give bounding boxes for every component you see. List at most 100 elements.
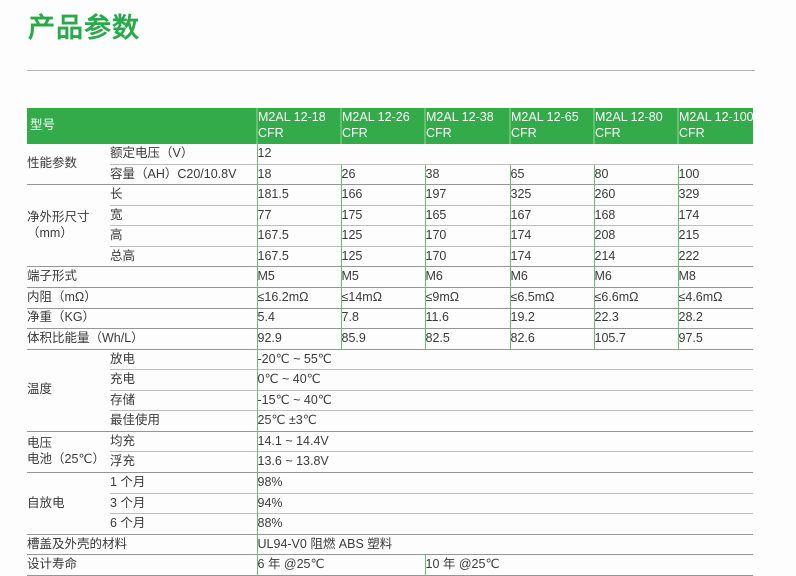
row-height: 高 167.5 125 170 174 208 215: [27, 225, 754, 247]
row-rated-voltage: 性能参数 额定电压（V） 12: [27, 144, 754, 170]
row-capacity: 容量（AH）C20/10.8V 18 26 38 65 80 100: [27, 163, 754, 185]
value-cell: 100: [677, 163, 754, 185]
design-life-6y-value: 6 年 @25℃: [256, 554, 426, 576]
design-life-label: 设计寿命: [27, 554, 258, 576]
terminal-type-label: 端子形式: [27, 266, 258, 288]
model-header-row: 型号 M2AL 12-18 CFR M2AL 12-26 CFR M2AL 12-3…: [27, 108, 754, 144]
value-cell: ≤6.6mΩ: [593, 286, 679, 308]
group-label-self-discharge: 自放电: [27, 472, 110, 535]
group-label-temperature: 温度: [27, 348, 110, 432]
model-column-m2al-12-38: M2AL 12-38 CFR: [424, 108, 511, 144]
model-name: M2AL 12-18: [258, 110, 326, 125]
value-cell: 197: [424, 184, 511, 206]
temp-charge-value: 0℃ ~ 40℃: [256, 369, 754, 391]
value-cell: 174: [509, 225, 595, 247]
model-series: CFR: [511, 126, 537, 140]
temp-discharge-label: 放电: [110, 348, 258, 370]
model-name: M2AL 12-80: [595, 110, 663, 125]
model-name: M2AL 12-26: [342, 110, 410, 125]
battery-voltage-label: 电压: [27, 436, 53, 451]
value-cell: 28.2: [677, 307, 754, 329]
value-cell: 167.5: [256, 245, 342, 267]
row-internal-resistance: 内阻（mΩ） ≤16.2mΩ ≤14mΩ ≤9mΩ ≤6.5mΩ ≤6.6mΩ …: [27, 286, 754, 308]
internal-resistance-label: 内阻（mΩ）: [27, 286, 258, 308]
value-cell: 18: [256, 163, 342, 185]
row-self-discharge-3m: 3 个月 94%: [27, 492, 754, 514]
row-voltage-equalize: 电压 电池（25℃） 均充 14.1 ~ 14.4V: [27, 430, 754, 473]
value-cell: 125: [340, 225, 426, 247]
value-cell: 208: [593, 225, 679, 247]
value-cell: 165: [424, 204, 511, 226]
self-discharge-3m-value: 94%: [256, 492, 754, 514]
row-self-discharge-6m: 6 个月 88%: [27, 513, 754, 535]
battery-voltage-condition: 电池（25℃）: [27, 451, 105, 466]
row-voltage-float: 浮充 13.6 ~ 13.8V: [27, 451, 754, 473]
model-column-m2al-12-26: M2AL 12-26 CFR: [340, 108, 426, 144]
value-cell: 105.7: [593, 328, 679, 350]
value-cell: 92.9: [256, 328, 342, 350]
case-material-value: UL94-V0 阻燃 ABS 塑料: [256, 533, 754, 555]
value-cell: 11.6: [424, 307, 511, 329]
self-discharge-1m-label: 1 个月: [110, 472, 258, 494]
row-terminal-type: 端子形式 M5 M5 M6 M6 M6 M8: [27, 266, 754, 288]
model-name: M2AL 12-100: [679, 110, 754, 125]
capacity-label: 容量（AH）C20/10.8V: [110, 163, 258, 185]
design-life-10y-value: 10 年 @25℃: [424, 554, 754, 576]
temp-optimal-value: 25℃ ±3℃: [256, 410, 754, 432]
row-temp-storage: 存储 -15℃ ~ 40℃: [27, 389, 754, 411]
value-cell: ≤9mΩ: [424, 286, 511, 308]
value-cell: 125: [340, 245, 426, 267]
value-cell: M6: [424, 266, 511, 288]
value-cell: 170: [424, 245, 511, 267]
product-parameters-table: 型号 M2AL 12-18 CFR M2AL 12-26 CFR M2AL 12-3…: [27, 108, 754, 576]
temp-storage-value: -15℃ ~ 40℃: [256, 389, 754, 411]
value-cell: 174: [509, 245, 595, 267]
width-label: 宽: [110, 204, 258, 226]
value-cell: ≤4.6mΩ: [677, 286, 754, 308]
value-cell: 7.8: [340, 307, 426, 329]
temp-charge-label: 充电: [110, 369, 258, 391]
equalize-charge-value: 14.1 ~ 14.4V: [256, 430, 754, 452]
group-label-performance: 性能参数: [27, 156, 78, 171]
total-height-label: 总高: [110, 245, 258, 267]
page-title: 产品参数: [28, 13, 140, 43]
length-label: 长: [110, 184, 258, 206]
value-cell: 329: [677, 184, 754, 206]
self-discharge-6m-value: 88%: [256, 513, 754, 535]
self-discharge-6m-label: 6 个月: [110, 513, 258, 535]
equalize-charge-label: 均充: [110, 430, 258, 452]
value-cell: 167.5: [256, 225, 342, 247]
rated-voltage-value: 12: [256, 144, 754, 165]
value-cell: 97.5: [677, 328, 754, 350]
model-series: CFR: [595, 126, 621, 140]
value-cell: ≤16.2mΩ: [256, 286, 342, 308]
value-cell: M6: [509, 266, 595, 288]
model-column-m2al-12-18: M2AL 12-18 CFR: [256, 108, 342, 144]
value-cell: 77: [256, 204, 342, 226]
dimensions-unit: （mm）: [27, 225, 73, 240]
temp-discharge-value: -20℃ ~ 55℃: [256, 348, 754, 370]
model-series: CFR: [679, 126, 705, 140]
value-cell: M6: [593, 266, 679, 288]
row-temp-optimal: 最佳使用 25℃ ±3℃: [27, 410, 754, 432]
value-cell: ≤6.5mΩ: [509, 286, 595, 308]
value-cell: 325: [509, 184, 595, 206]
row-net-weight: 净重（KG） 5.4 7.8 11.6 19.2 22.3 28.2: [27, 307, 754, 329]
value-cell: 22.3: [593, 307, 679, 329]
model-header-label: 型号: [27, 108, 258, 144]
value-cell: 167: [509, 204, 595, 226]
float-charge-label: 浮充: [110, 451, 258, 473]
value-cell: 19.2: [509, 307, 595, 329]
row-case-material: 槽盖及外壳的材料 UL94-V0 阻燃 ABS 塑料: [27, 533, 754, 555]
model-name: M2AL 12-65: [511, 110, 579, 125]
value-cell: 26: [340, 163, 426, 185]
value-cell: M5: [340, 266, 426, 288]
model-column-m2al-12-100: M2AL 12-100 CFR: [677, 108, 754, 144]
model-series: CFR: [342, 126, 368, 140]
value-cell: 168: [593, 204, 679, 226]
model-name: M2AL 12-38: [426, 110, 494, 125]
row-length: 净外形尺寸 （mm） 长 181.5 166 197 325 260 329: [27, 184, 754, 267]
value-cell: 38: [424, 163, 511, 185]
value-cell: 65: [509, 163, 595, 185]
value-cell: 215: [677, 225, 754, 247]
